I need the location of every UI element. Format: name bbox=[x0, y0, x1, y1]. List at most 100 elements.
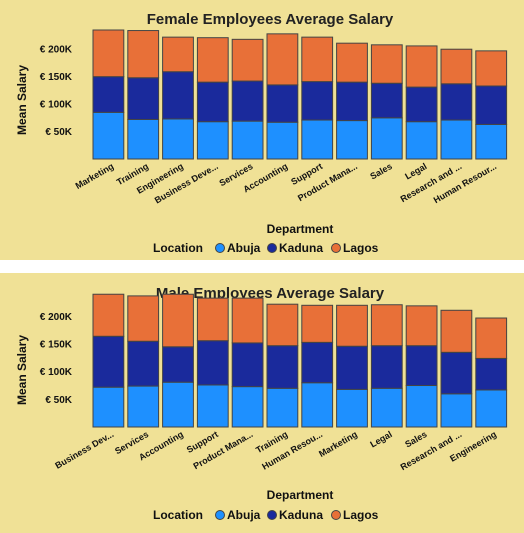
bar-segment-kaduna bbox=[266, 84, 299, 123]
bar-segment-lagos bbox=[266, 303, 299, 347]
bar-segment-kaduna bbox=[475, 85, 508, 125]
bar-segment-abuja bbox=[475, 123, 508, 160]
female-chart-svg: Female Employees Average Salary Mean Sal… bbox=[15, 11, 508, 255]
bar-segment-kaduna bbox=[92, 335, 125, 388]
bar-segment-kaduna bbox=[370, 345, 403, 389]
bar-segment-lagos bbox=[370, 304, 403, 347]
legend-entry-kaduna: Kaduna bbox=[279, 508, 323, 522]
legend-marker-lagos bbox=[331, 510, 341, 520]
bar-segment-lagos bbox=[440, 309, 473, 353]
bar-segment-abuja bbox=[440, 393, 473, 428]
bar-segment-abuja bbox=[162, 381, 194, 428]
x-tick-label: Business Deve... bbox=[153, 161, 220, 205]
legend: Location Abuja Kaduna Lagos bbox=[153, 241, 379, 255]
legend-marker-abuja bbox=[215, 243, 225, 253]
x-tick-label: Human Resou... bbox=[260, 429, 324, 472]
bar-segment-kaduna bbox=[336, 81, 368, 122]
legend: Location Abuja Kaduna Lagos bbox=[153, 508, 379, 522]
x-tick-label: Product Mana... bbox=[296, 161, 359, 203]
bar-segment-lagos bbox=[475, 50, 508, 87]
bar-segment-lagos bbox=[127, 295, 160, 342]
bar-segment-abuja bbox=[370, 117, 403, 160]
bar-segment-lagos bbox=[266, 33, 299, 86]
bar-segment-kaduna bbox=[196, 340, 229, 386]
y-tick-label: € 150K bbox=[40, 72, 73, 83]
chart-title: Female Employees Average Salary bbox=[147, 11, 394, 28]
x-axis-label: Department bbox=[267, 222, 334, 236]
y-axis-label: Mean Salary bbox=[15, 335, 29, 405]
bar-segment-abuja bbox=[127, 118, 160, 160]
x-tick-label: Sales bbox=[403, 429, 428, 449]
bar-segment-kaduna bbox=[440, 83, 473, 121]
x-tick-label: Marketing bbox=[317, 429, 359, 459]
legend-marker-kaduna bbox=[267, 510, 277, 520]
legend-entry-abuja: Abuja bbox=[227, 241, 261, 255]
bar-segment-abuja bbox=[196, 121, 229, 160]
bar-segment-abuja bbox=[405, 385, 438, 428]
legend-title: Location bbox=[153, 241, 203, 255]
x-tick-label: Marketing bbox=[74, 161, 116, 191]
bar-segment-abuja bbox=[196, 384, 229, 428]
bar-segment-lagos bbox=[336, 304, 368, 347]
bar-segment-abuja bbox=[231, 120, 264, 160]
bar-segment-abuja bbox=[301, 119, 334, 160]
bar-segment-abuja bbox=[231, 386, 264, 428]
bar-segment-lagos bbox=[92, 293, 125, 337]
y-tick-label: € 100K bbox=[40, 100, 73, 111]
male-salary-chart: Male Employees Average Salary Mean Salar… bbox=[0, 273, 524, 533]
bar-segment-lagos bbox=[336, 42, 368, 83]
bar-segment-abuja bbox=[370, 387, 403, 428]
bar-segment-lagos bbox=[405, 305, 438, 347]
bar-segment-lagos bbox=[231, 297, 264, 344]
bar-segment-lagos bbox=[196, 297, 229, 342]
bar-segment-lagos bbox=[440, 48, 473, 85]
bar-segment-lagos bbox=[162, 36, 194, 73]
bar-segment-lagos bbox=[405, 45, 438, 88]
bar-segment-lagos bbox=[127, 30, 160, 79]
bar-segment-lagos bbox=[196, 37, 229, 83]
legend-marker-abuja bbox=[215, 510, 225, 520]
x-axis-label: Department bbox=[267, 488, 334, 502]
bar-segment-abuja bbox=[92, 111, 125, 160]
bar-segment-lagos bbox=[301, 304, 334, 343]
bar-segment-abuja bbox=[405, 121, 438, 160]
bar-segment-kaduna bbox=[405, 345, 438, 387]
bar-segment-kaduna bbox=[92, 76, 125, 113]
bar-segment-abuja bbox=[127, 385, 160, 428]
bar-segment-abuja bbox=[301, 382, 334, 428]
bar-segment-abuja bbox=[336, 388, 368, 428]
bar-segment-abuja bbox=[336, 120, 368, 160]
bar-segment-kaduna bbox=[127, 340, 160, 387]
x-tick-label: Business Dev... bbox=[53, 429, 115, 471]
x-tick-label: Legal bbox=[403, 161, 428, 181]
bar-segment-abuja bbox=[92, 386, 125, 428]
x-tick-label: Human Resour... bbox=[432, 161, 499, 205]
male-chart-svg: Male Employees Average Salary Mean Salar… bbox=[15, 285, 508, 522]
legend-entry-kaduna: Kaduna bbox=[279, 241, 323, 255]
bar-segment-abuja bbox=[475, 389, 508, 428]
y-tick-label: € 200K bbox=[40, 45, 73, 56]
x-tick-label: Research and ... bbox=[399, 161, 464, 204]
bar-segment-kaduna bbox=[336, 345, 368, 390]
legend-marker-lagos bbox=[331, 243, 341, 253]
bar-segment-kaduna bbox=[162, 346, 194, 383]
bar-segment-lagos bbox=[231, 38, 264, 82]
y-axis-label: Mean Salary bbox=[15, 65, 29, 135]
bar-segment-abuja bbox=[162, 118, 194, 160]
bar-segment-kaduna bbox=[196, 81, 229, 123]
x-tick-label: Sales bbox=[368, 161, 393, 181]
y-tick-label: € 50K bbox=[45, 127, 72, 138]
bar-segment-kaduna bbox=[301, 341, 334, 384]
bar-segment-kaduna bbox=[440, 351, 473, 395]
bar-segment-kaduna bbox=[301, 81, 334, 121]
legend-title: Location bbox=[153, 508, 203, 522]
bar-segment-kaduna bbox=[266, 345, 299, 389]
y-tick-label: € 200K bbox=[40, 312, 73, 323]
bar-segment-abuja bbox=[266, 121, 299, 160]
bar-segment-kaduna bbox=[475, 357, 508, 391]
bar-segment-lagos bbox=[162, 293, 194, 348]
y-tick-label: € 150K bbox=[40, 340, 73, 351]
y-tick-label: € 100K bbox=[40, 367, 73, 378]
bar-segment-abuja bbox=[440, 119, 473, 160]
